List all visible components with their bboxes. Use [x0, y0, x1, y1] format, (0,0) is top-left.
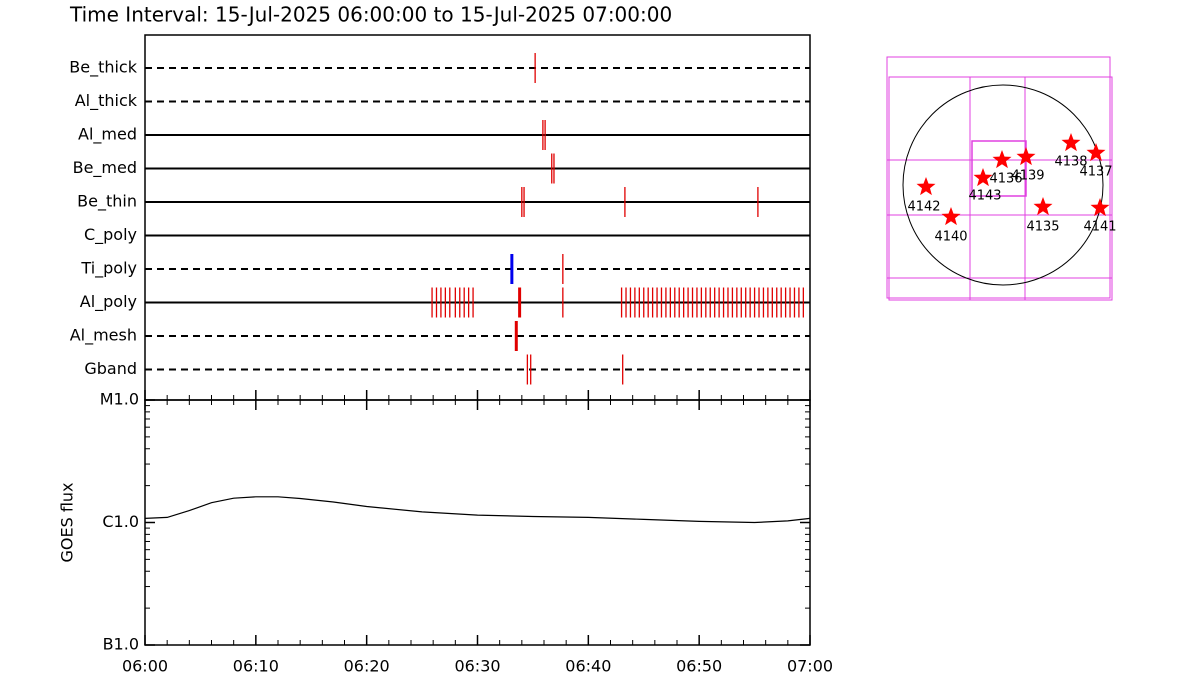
row-label: C_poly [84, 225, 137, 245]
region-star [992, 150, 1012, 169]
region-star [941, 207, 961, 226]
row-label: Al_poly [80, 292, 137, 312]
map-box [888, 76, 1113, 301]
y-axis-label: GOES flux [58, 482, 77, 562]
row-label: Ti_poly [80, 259, 137, 279]
row-label: Be_med [73, 158, 137, 178]
region-label: 4136 [989, 172, 1022, 187]
region-label: 4143 [968, 189, 1001, 204]
row-label: Al_thick [75, 91, 138, 111]
y-tick-label: B1.0 [103, 635, 139, 654]
region-label: 4138 [1054, 155, 1087, 170]
region-star [973, 168, 993, 187]
region-label: 4140 [934, 230, 967, 245]
region-star [1061, 133, 1081, 152]
x-tick-label: 06:50 [676, 657, 722, 676]
region-label: 4139 [1011, 169, 1044, 184]
x-tick-label: 06:20 [344, 657, 390, 676]
region-star [1016, 147, 1036, 166]
solar-limb [902, 84, 1104, 286]
row-label: Be_thick [69, 58, 137, 78]
row-label: Be_thin [77, 192, 137, 212]
x-tick-label: 07:00 [787, 657, 833, 676]
x-tick-label: 06:10 [233, 657, 279, 676]
region-star [916, 177, 936, 196]
title: Time Interval: 15-Jul-2025 06:00:00 to 1… [69, 3, 672, 27]
row-label: Al_med [78, 125, 137, 145]
x-tick-label: 06:40 [565, 657, 611, 676]
region-star [1090, 198, 1110, 217]
sun-map [886, 56, 1113, 301]
region-label: 4135 [1026, 220, 1059, 235]
region-label: 4141 [1083, 220, 1116, 235]
region-label: 4142 [907, 200, 940, 215]
y-tick-label: C1.0 [102, 512, 139, 531]
row-label: Al_mesh [70, 326, 137, 346]
map-box [886, 56, 1111, 299]
region-star [1033, 197, 1053, 216]
goes-curve [144, 496, 811, 524]
region-label: 4137 [1079, 165, 1112, 180]
map-fov [971, 140, 1027, 197]
x-tick-label: 06:30 [454, 657, 500, 676]
y-tick-label: M1.0 [100, 390, 139, 409]
row-label: Gband [84, 359, 137, 378]
region-star [1086, 143, 1106, 162]
x-tick-label: 06:00 [122, 657, 168, 676]
